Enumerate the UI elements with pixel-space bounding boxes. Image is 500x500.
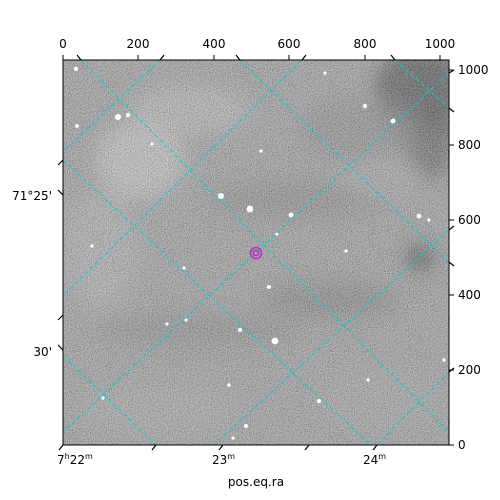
- right-tick-label: 800: [458, 138, 481, 152]
- dec-tick-label: 71°25': [12, 189, 52, 203]
- dec-grid-line: [376, 371, 449, 445]
- dec-grid-line: [63, 72, 449, 433]
- top-tick-label: 200: [127, 37, 150, 51]
- target-outer-ring: [249, 246, 263, 260]
- top-pixel-axis: [62, 55, 441, 60]
- ra-tick-label: 23m: [212, 452, 235, 467]
- target-inner-ring: [252, 249, 260, 257]
- ra-tick-label: 7h22m: [57, 452, 93, 467]
- right-tick-label: 400: [458, 288, 481, 302]
- world-coordinate-ticks: [57, 54, 455, 451]
- ra-grid-line: [394, 60, 449, 109]
- right-pixel-axis: [449, 69, 454, 446]
- top-tick-label: 800: [354, 37, 377, 51]
- target-marker: [249, 246, 263, 260]
- top-tick-label: 600: [278, 37, 301, 51]
- coordinate-grid: [63, 60, 449, 445]
- stars: [73, 66, 446, 440]
- ra-grid-line: [63, 354, 157, 445]
- right-tick-label: 1000: [458, 63, 489, 77]
- x-axis-title: pos.eq.ra: [228, 475, 284, 489]
- sky-image: [63, 60, 449, 445]
- right-pixel-tick-labels: 0 200 400 600 800 1000: [458, 63, 489, 452]
- dec-grid-line: [63, 60, 161, 153]
- dec-tick-label: 30': [33, 345, 52, 359]
- ra-grid-line: [80, 60, 449, 433]
- top-tick-label: 400: [203, 37, 226, 51]
- plot-frame: [62, 59, 450, 446]
- right-tick-label: 600: [458, 213, 481, 227]
- top-tick-label: 1000: [425, 37, 456, 51]
- ra-tick-labels: 7h22m 23m 24m: [57, 452, 386, 467]
- dec-tick-labels: 71°25' 30': [12, 189, 52, 359]
- top-pixel-tick-labels: 0 200 400 600 800 1000: [59, 37, 455, 51]
- ra-tick-label: 24m: [363, 452, 386, 467]
- right-tick-label: 0: [458, 438, 466, 452]
- right-tick-label: 200: [458, 363, 481, 377]
- top-tick-label: 0: [59, 37, 67, 51]
